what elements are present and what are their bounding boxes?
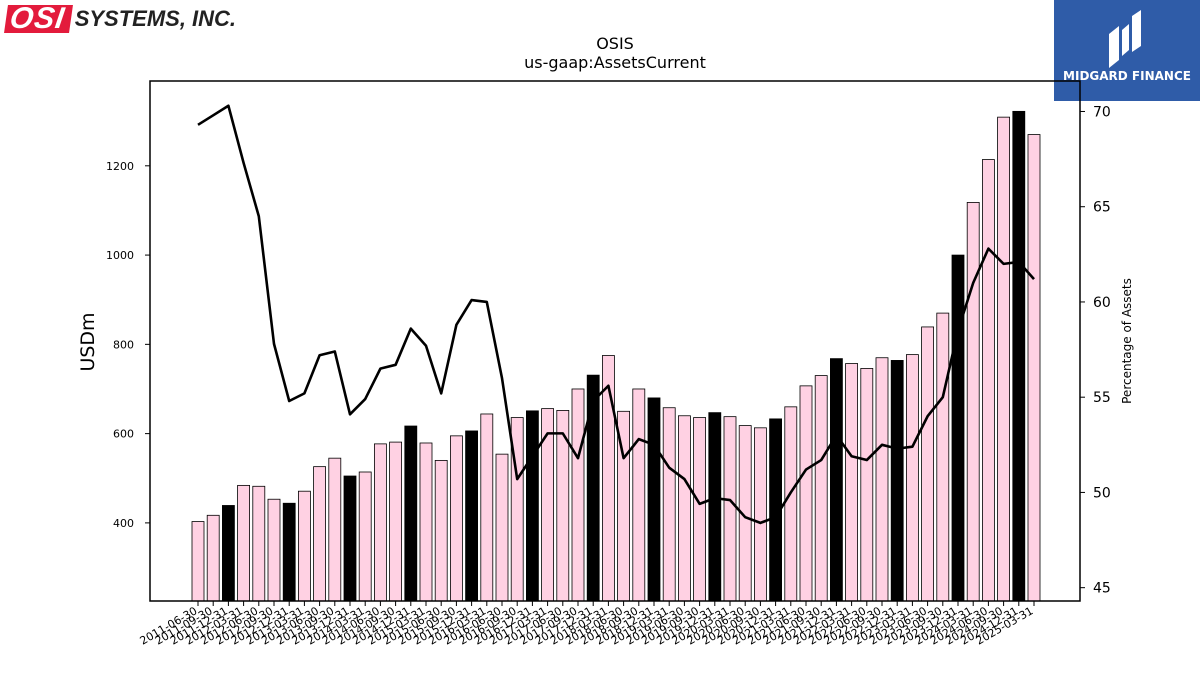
- bar: [754, 427, 767, 602]
- y2-axis: 45 50 55 60 65 70: [1080, 104, 1111, 597]
- brand-badge: MIDGARD FINANCE: [1054, 0, 1200, 101]
- brand-name: MIDGARD FINANCE: [1063, 69, 1191, 83]
- chart-subtitle: us-gaap:AssetsCurrent: [524, 53, 706, 72]
- bar: [678, 415, 691, 602]
- bar: [267, 498, 281, 602]
- plot-frame: [149, 80, 1081, 602]
- bar: [221, 505, 235, 602]
- bar: [936, 312, 950, 602]
- bar: [434, 459, 448, 602]
- bar: [495, 453, 509, 602]
- bar: [632, 388, 646, 602]
- bar: [723, 416, 737, 602]
- chart-title: OSIS: [596, 34, 634, 53]
- bar: [997, 116, 1010, 602]
- bar: [814, 375, 828, 602]
- bar: [343, 475, 357, 602]
- bar: [328, 457, 342, 602]
- bar: [1012, 110, 1026, 602]
- bar: [784, 406, 798, 602]
- bar-series: [191, 110, 1041, 602]
- bar: [252, 485, 266, 602]
- bar: [206, 514, 220, 602]
- bar: [662, 407, 676, 602]
- bar: [860, 368, 874, 602]
- bar: [449, 435, 463, 602]
- bar: [465, 430, 479, 602]
- bar: [1027, 134, 1041, 602]
- x-axis: 2011-06-302011-09-302011-12-312012-03-31…: [138, 601, 1036, 648]
- bar: [480, 413, 494, 602]
- percentage-line: [197, 104, 1035, 525]
- bar: [906, 354, 919, 602]
- bar: [419, 442, 433, 602]
- y-tick-label: 800: [113, 338, 134, 351]
- bar: [404, 425, 418, 602]
- y2-tick-label: 50: [1093, 485, 1111, 501]
- y2-axis-label: Percentage of Assets: [1120, 278, 1134, 404]
- bar: [647, 397, 661, 602]
- bar: [830, 358, 843, 602]
- y2-tick-label: 70: [1093, 104, 1111, 120]
- bar: [845, 363, 858, 602]
- logo-text: SYSTEMS, INC.: [74, 6, 237, 31]
- y-axis-label: USDm: [77, 312, 99, 371]
- bar: [951, 254, 965, 602]
- brand-logo-icon: [1109, 10, 1141, 68]
- bar: [373, 443, 387, 602]
- bar: [799, 385, 813, 602]
- y2-tick-label: 55: [1093, 390, 1111, 406]
- bar: [708, 412, 722, 602]
- bar: [982, 159, 995, 602]
- y-axis: 400 600 800 1000 1200: [106, 160, 150, 530]
- bar: [237, 484, 251, 602]
- bar: [966, 202, 980, 602]
- bar: [890, 360, 904, 602]
- bar: [313, 466, 327, 602]
- bar: [602, 355, 615, 602]
- y2-tick-label: 60: [1093, 295, 1111, 311]
- bar: [297, 490, 311, 602]
- company-logo: OSI SYSTEMS, INC.: [4, 2, 237, 35]
- bar: [571, 388, 585, 602]
- bar: [586, 374, 600, 602]
- bar: [191, 521, 205, 602]
- y2-tick-label: 45: [1093, 581, 1111, 597]
- y-tick-label: 600: [113, 428, 134, 441]
- bar: [358, 471, 372, 602]
- y-tick-label: 1200: [106, 160, 134, 173]
- bar: [693, 417, 706, 602]
- y-tick-label: 400: [113, 517, 134, 530]
- line-series: [197, 104, 1035, 525]
- y2-tick-label: 65: [1093, 200, 1111, 216]
- bar: [921, 326, 934, 602]
- bar: [875, 357, 889, 602]
- bar: [282, 502, 296, 602]
- y-tick-label: 1000: [106, 249, 134, 262]
- bar: [526, 410, 539, 602]
- bar: [389, 441, 403, 602]
